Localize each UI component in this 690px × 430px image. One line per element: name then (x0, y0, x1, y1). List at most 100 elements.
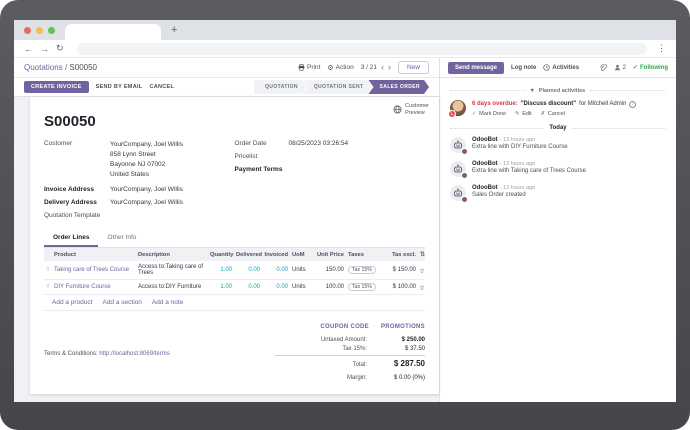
status-sales-order[interactable]: SALES ORDER (368, 80, 429, 94)
new-tab-icon[interactable]: + (171, 23, 178, 36)
add-a-product-link[interactable]: Add a product (52, 299, 93, 307)
cancel-button[interactable]: CANCEL (149, 84, 175, 90)
drag-handle-icon[interactable]: ⠿ (46, 284, 50, 291)
tab-other-info[interactable]: Other Info (107, 234, 137, 242)
info-icon[interactable]: i (629, 101, 637, 108)
send-message-button[interactable]: Send message (448, 61, 505, 74)
activities-button[interactable]: Activities (543, 64, 579, 71)
col-unit-price[interactable]: Unit Price (316, 251, 344, 258)
add-a-section-link[interactable]: Add a section (102, 299, 142, 307)
col-quantity[interactable]: Quantity (210, 251, 234, 258)
check-icon: ✓ (472, 111, 477, 117)
create-invoice-button[interactable]: CREATE INVOICE (24, 81, 89, 93)
col-delivered[interactable]: Delivered (236, 251, 263, 258)
promotions-button[interactable]: PROMOTIONS (380, 324, 425, 330)
customer-address-line2: Bayonne NJ 07002 (110, 161, 166, 169)
row-unit-price[interactable]: 100.00 (325, 284, 344, 291)
status-quotation-sent[interactable]: QUOTATION SENT (303, 80, 373, 94)
drag-handle-icon[interactable]: ⠿ (46, 267, 50, 274)
edit-activity-button[interactable]: ✎ Edit (515, 111, 532, 117)
message-author[interactable]: OdooBot (472, 137, 498, 143)
mark-done-button[interactable]: ✓ Mark Done (472, 111, 507, 117)
status-quotation[interactable]: QUOTATION (254, 80, 307, 94)
terms-link[interactable]: http://localhost:8069/terms (99, 351, 170, 357)
planned-activities-header[interactable]: ▾ Planned activities (450, 87, 666, 95)
add-a-note-link[interactable]: Add a note (151, 299, 184, 307)
row-uom[interactable]: Units (292, 284, 306, 291)
row-invoiced[interactable]: 0.00 (276, 284, 288, 291)
message-author[interactable]: OdooBot (472, 161, 498, 167)
url-bar[interactable] (76, 42, 647, 55)
cancel-activity-button[interactable]: ✗ Cancel (540, 111, 565, 117)
delete-row-icon[interactable] (418, 281, 426, 294)
table-row[interactable]: ⠿ DIY Furniture Course Access to:DIY Fur… (44, 280, 426, 296)
row-quantity[interactable]: 1.00 (220, 267, 232, 274)
optional-columns-icon[interactable]: ⇅ (420, 252, 426, 259)
row-invoiced[interactable]: 0.00 (276, 267, 288, 274)
col-uom[interactable]: UoM (292, 251, 305, 258)
print-button[interactable]: Print (298, 64, 320, 71)
paperclip-icon[interactable] (599, 63, 607, 72)
activity-assignee: for Mitchell Admin (579, 101, 627, 107)
action-menu-button[interactable]: ⚙ Action (327, 64, 353, 72)
pager-next-icon[interactable]: › (387, 62, 391, 72)
delete-row-icon[interactable] (418, 264, 426, 277)
back-icon[interactable]: ← (24, 43, 33, 54)
forward-icon[interactable]: → (40, 43, 49, 54)
row-delivered[interactable]: 0.00 (248, 267, 260, 274)
send-by-email-button[interactable]: SEND BY EMAIL (95, 84, 143, 90)
tax-badge[interactable]: Tax 15% (348, 283, 376, 292)
col-subtotal[interactable]: Tax excl. (391, 251, 416, 258)
order-date-value[interactable]: 08/25/2023 03:26:54 (288, 140, 349, 147)
row-quantity[interactable]: 1.00 (220, 284, 232, 291)
col-product[interactable]: Product (54, 251, 76, 258)
tax-value: $ 37.50 (404, 346, 425, 352)
followers-button[interactable]: 2 (614, 64, 626, 71)
delivery-address-value[interactable]: YourCompany, Joel Willis (110, 199, 183, 207)
message-author[interactable]: OdooBot (472, 185, 498, 191)
reload-icon[interactable]: ↻ (56, 43, 64, 53)
invoice-address-value[interactable]: YourCompany, Joel Willis (110, 186, 183, 194)
tax-badge[interactable]: Tax 15% (348, 266, 376, 275)
cross-icon: ✗ (540, 111, 546, 117)
row-delivered[interactable]: 0.00 (248, 284, 260, 291)
table-row[interactable]: ⠿ Taking care of Trees Course Access to:… (44, 261, 426, 281)
activities-label: Activities (552, 64, 580, 71)
chatter-toolbar: Send message Log note Activities 2 ✓ (440, 58, 676, 78)
odoobot-avatar (450, 161, 468, 179)
row-description[interactable]: Access to:Taking care of Trees (138, 264, 204, 277)
new-record-button[interactable]: New (397, 61, 429, 74)
order-date-label: Order Date (234, 140, 267, 147)
row-product[interactable]: Taking care of Trees Course (54, 267, 130, 274)
tab-order-lines[interactable]: Order Lines (44, 231, 99, 248)
browser-window: + ← → ↻ ⋮ Quotations / S00050 (14, 20, 676, 402)
col-taxes[interactable]: Taxes (348, 251, 365, 258)
customer-link[interactable]: YourCompany, Joel Willis (110, 141, 183, 148)
today-label: Today (549, 125, 567, 131)
message-text: Extra line with Taking care of Trees Cou… (472, 168, 586, 174)
col-invoiced[interactable]: Invoiced (264, 251, 288, 258)
browser-tab[interactable] (65, 24, 161, 40)
maximize-window-icon[interactable] (48, 26, 55, 34)
col-description[interactable]: Description (138, 251, 170, 258)
breadcrumb-parent[interactable]: Quotations (24, 63, 63, 72)
invoice-address-label: Invoice Address (44, 186, 94, 194)
control-panel: Quotations / S00050 Print ⚙ Action (14, 58, 439, 78)
avatar (448, 100, 466, 118)
form-column: Quotations / S00050 Print ⚙ Action (14, 58, 440, 402)
customer-preview-button[interactable]: Customer Preview (393, 103, 429, 116)
pager-previous-icon[interactable]: ‹ (380, 62, 384, 72)
row-uom[interactable]: Units (292, 267, 306, 274)
coupon-code-button[interactable]: COUPON CODE (320, 324, 369, 330)
row-unit-price[interactable]: 150.00 (325, 267, 344, 274)
row-product[interactable]: DIY Furniture Course (54, 284, 111, 291)
row-description[interactable]: Access to:DIY Furniture (138, 284, 202, 291)
close-window-icon[interactable] (24, 26, 31, 34)
log-note-button[interactable]: Log note (511, 64, 537, 71)
browser-menu-icon[interactable]: ⋮ (657, 43, 666, 53)
form-area: Customer Preview S00050 Customer YourCom (14, 97, 439, 402)
following-button[interactable]: ✓ Following (633, 64, 668, 72)
pricelist-label: Pricelist (234, 153, 258, 160)
minimize-window-icon[interactable] (36, 26, 43, 34)
